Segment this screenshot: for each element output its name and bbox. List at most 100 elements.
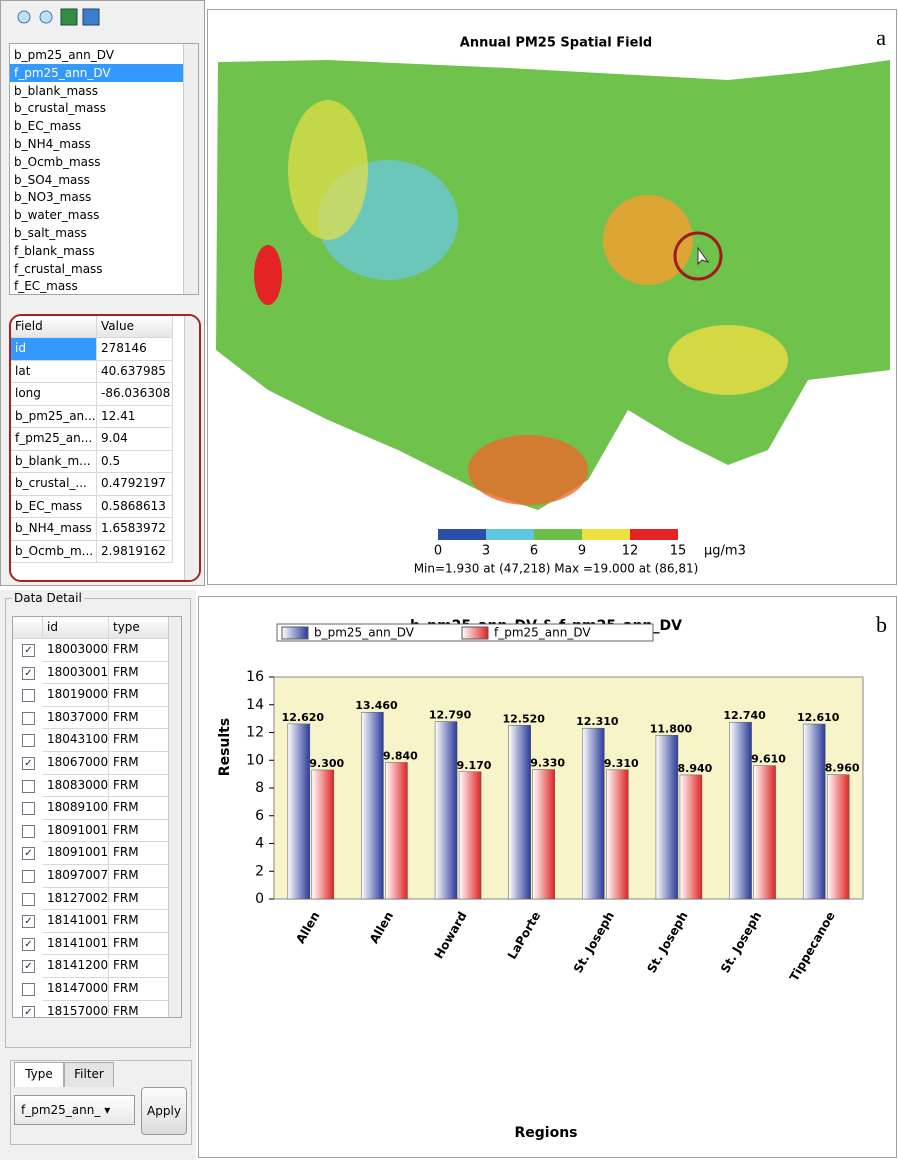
checkbox[interactable]	[22, 892, 35, 906]
checkbox[interactable]	[22, 824, 35, 838]
field-item[interactable]: b_salt_mass	[14, 226, 87, 240]
zoom-in-icon[interactable]	[17, 10, 31, 24]
table-cell: id	[11, 338, 97, 361]
scrollbar	[184, 316, 199, 580]
checkbox[interactable]: ✓	[22, 847, 35, 861]
field-item[interactable]: b_pm25_ann_DV	[14, 48, 114, 62]
y-tick-label: 4	[255, 836, 264, 852]
panel-label: b	[876, 612, 887, 637]
checkbox[interactable]: ✓	[22, 757, 35, 770]
tab[interactable]: Filter	[64, 1062, 114, 1087]
export-icon[interactable]	[82, 8, 100, 26]
table-cell: 1.6583972	[97, 518, 173, 541]
value-label: 12.790	[429, 709, 472, 722]
value-label: 12.610	[797, 711, 840, 724]
checkbox[interactable]	[22, 983, 35, 996]
legend-label: b_pm25_ann_DV	[314, 626, 415, 640]
table-cell: b_pm25_an...	[11, 405, 97, 428]
table-cell: 2.9819162	[97, 540, 173, 563]
value-label: 12.620	[282, 711, 325, 724]
colorbar-tick-label: 9	[578, 544, 586, 559]
value-label: 9.330	[530, 757, 565, 770]
field-item[interactable]: f_EC_mass	[14, 279, 78, 294]
value-label: 12.310	[576, 715, 619, 728]
id-cell: 180190006	[43, 684, 109, 707]
type-cell: FRM	[109, 729, 171, 752]
id-cell: 180431004	[43, 729, 109, 752]
table-cell: 40.637985	[97, 360, 173, 383]
table-cell: f_pm25_an...	[11, 428, 97, 451]
x-tick-label: St. Joseph	[644, 909, 690, 975]
field-item[interactable]: f_crustal_mass	[14, 261, 103, 276]
dropdown[interactable]: f_pm25_ann_ ▾	[14, 1095, 135, 1125]
field-item[interactable]: b_SO4_mass	[14, 172, 90, 187]
colorbar-tick-label: 0	[434, 544, 442, 559]
type-cell: FRM	[109, 752, 171, 775]
table-cell: 0.4792197	[97, 473, 173, 496]
field-item[interactable]: f_blank_mass	[14, 243, 95, 258]
id-cell: 181270020	[43, 887, 109, 911]
tab-bar: Type Filter	[14, 1062, 174, 1087]
colorbar-segment	[438, 529, 486, 540]
field-item[interactable]: b_Ocmb_mass	[14, 154, 101, 169]
id-cell: 180670003	[43, 752, 109, 775]
checkbox[interactable]: ✓	[22, 915, 35, 929]
toolbar	[17, 8, 100, 26]
value-label: 13.460	[355, 699, 398, 712]
colorbar-tick-label: 6	[530, 544, 538, 559]
map-layer	[603, 195, 693, 285]
x-tick-label: Howard	[432, 909, 470, 961]
field-item[interactable]: b_EC_mass	[14, 119, 82, 134]
checkbox[interactable]	[22, 779, 35, 793]
y-tick-label: 2	[255, 863, 264, 879]
checkbox[interactable]	[22, 802, 35, 816]
id-cell: 180370005	[43, 706, 109, 730]
field-item[interactable]: b_NO3_mass	[14, 190, 92, 205]
checkbox[interactable]	[22, 870, 35, 883]
field-list: b_pm25_ann_DV f_pm25_ann_DV b_blank_mass b_…	[9, 43, 199, 295]
map-view: Annual PM25 Spatial Field a μg/m3 Min=1.…	[216, 25, 890, 576]
bar	[753, 765, 776, 900]
column-header	[13, 617, 43, 639]
field-item[interactable]: b_blank_mass	[14, 83, 99, 98]
field-item[interactable]: f_pm25_ann_DV	[10, 63, 188, 82]
colorbar-segment	[486, 529, 534, 540]
table-cell: 0.5868613	[97, 495, 173, 518]
id-cell: 180830004	[43, 774, 109, 798]
bar	[729, 721, 752, 900]
table-cell: lat	[11, 360, 97, 383]
field-item[interactable]: b_water_mass	[14, 208, 100, 223]
legend-label: f_pm25_ann_DV	[494, 626, 591, 640]
bar	[508, 725, 531, 900]
zoom-out-icon[interactable]	[39, 10, 53, 24]
x-tick-label: Allen	[293, 909, 322, 946]
panel-label: a	[876, 25, 886, 50]
scrollbar	[168, 617, 181, 1017]
type-cell: FRM	[109, 797, 171, 820]
value-label: 9.610	[751, 753, 786, 766]
tab[interactable]: Type	[14, 1062, 64, 1087]
checkbox[interactable]: ✓	[22, 644, 35, 657]
id-cell: 181412004	[43, 955, 109, 978]
type-cell: FRM	[109, 955, 171, 978]
y-tick-label: 0	[255, 891, 264, 907]
type-cell: FRM	[109, 887, 171, 911]
checkbox[interactable]: ✓	[22, 666, 35, 680]
map-layer	[468, 435, 588, 505]
colorbar-tick-label: 3	[482, 544, 490, 559]
table-cell: long	[11, 383, 97, 406]
checkbox[interactable]	[22, 711, 35, 725]
checkbox[interactable]: ✓	[22, 1005, 35, 1017]
checkbox[interactable]: ✓	[22, 960, 35, 974]
apply-button[interactable]: Apply	[141, 1087, 187, 1135]
checkbox[interactable]	[22, 689, 35, 703]
field-item[interactable]: b_NH4_mass	[14, 137, 91, 151]
layer-icon[interactable]	[60, 8, 78, 26]
checkbox[interactable]: ✓	[22, 937, 35, 951]
left-sidebar-b: Data Detail id type ✓ 180030004 FRM ✓ 18003001…	[0, 590, 196, 1160]
checkbox[interactable]	[22, 734, 35, 748]
table-cell: -86.036308	[97, 383, 173, 406]
chart-panel: b_pm25_ann_DV & f_pm25_ann_DV b Regions …	[198, 596, 897, 1158]
table-cell: 0.5	[97, 450, 173, 473]
field-item[interactable]: b_crustal_mass	[14, 101, 106, 116]
